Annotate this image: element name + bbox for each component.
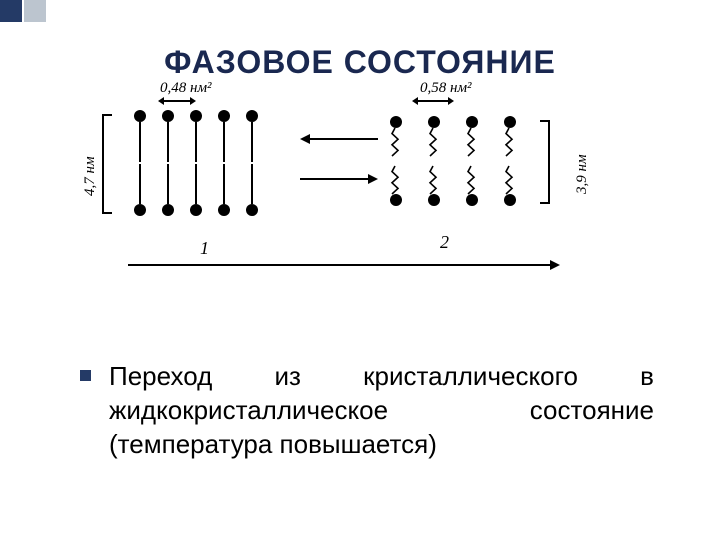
- arrow-reverse: [310, 138, 378, 140]
- spacing-label-phase1: 0,48 нм²: [160, 80, 212, 97]
- arrow-forward: [300, 178, 368, 180]
- bullet-item: Переход из кристаллического в жидкокрист…: [80, 360, 654, 461]
- bracket-tick: [102, 212, 112, 214]
- spacing-arrow: [418, 100, 448, 102]
- lipid-phase-diagram: 4,7 нм 0,48 нм² 1 0,58 нм² 3,9 нм 2: [40, 76, 602, 300]
- spacing-label-phase2: 0,58 нм²: [420, 80, 472, 97]
- arrow-head-left-icon: [412, 97, 418, 105]
- arrow-head-right-icon: [368, 174, 378, 184]
- bracket-tick: [540, 202, 550, 204]
- spacing-arrow: [164, 100, 190, 102]
- arrow-head-right-icon: [550, 260, 560, 270]
- arrow-head-right-icon: [448, 97, 454, 105]
- height-label-phase1: 4,7 нм: [82, 156, 99, 196]
- bracket-phase2-right: [548, 120, 550, 204]
- height-label-phase2: 3,9 нм: [574, 154, 591, 194]
- accent-square-light: [24, 0, 46, 22]
- phase1-num: 1: [200, 238, 209, 259]
- long-arrow-line: [128, 264, 550, 266]
- bracket-tick: [102, 114, 112, 116]
- bracket-tick: [540, 120, 550, 122]
- arrow-head-left-icon: [300, 134, 310, 144]
- bullet-square-icon: [80, 370, 91, 381]
- accent-square-dark: [0, 0, 22, 22]
- arrow-head-right-icon: [190, 97, 196, 105]
- arrow-head-left-icon: [158, 97, 164, 105]
- phase2-num: 2: [440, 232, 449, 253]
- header-accent: [0, 0, 46, 22]
- bullet-text: Переход из кристаллического в жидкокрист…: [109, 360, 654, 461]
- bracket-phase1-left: [102, 114, 104, 214]
